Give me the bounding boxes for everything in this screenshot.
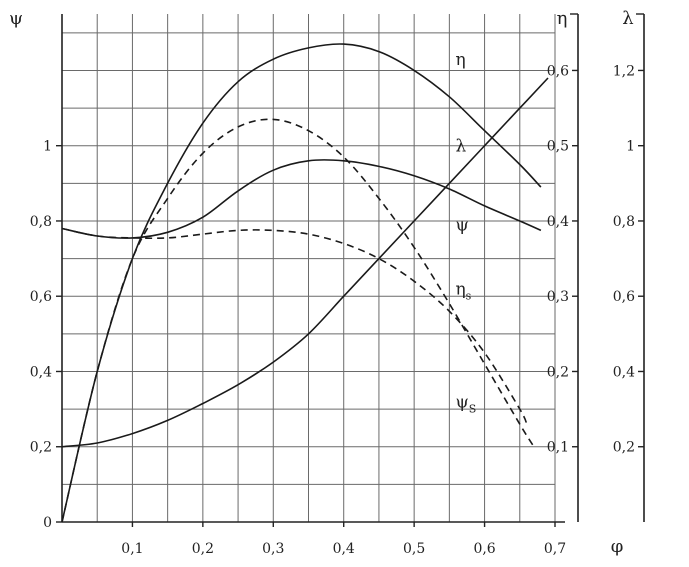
x-tick-label: 0,4 xyxy=(333,541,355,557)
series-psi-s-subscript: S xyxy=(469,403,477,416)
lambda-tick-label: 0,2 xyxy=(613,440,635,456)
axes: 0 0,2 0,4 0,6 0,8 1 ψ 0,1 0,2 0,3 0,4 0,5 0,6 0,7 φ η 0,… xyxy=(9,8,645,557)
x-tick-label: 0,7 xyxy=(544,541,566,557)
series-eta-s-line xyxy=(61,118,535,523)
series-eta-s-subscript: s xyxy=(466,290,472,303)
lambda-tick-label: 1,2 xyxy=(613,63,635,79)
x-tick-label: 0,2 xyxy=(192,541,214,557)
x-tick-label: 0,3 xyxy=(262,541,284,557)
eta-tick-label: 0,2 xyxy=(547,364,569,380)
eta-tick-label: 0,5 xyxy=(547,139,569,155)
psi-tick-label: 0,4 xyxy=(30,364,52,380)
series-eta-line xyxy=(61,43,542,523)
lambda-axis-title: λ xyxy=(622,8,633,29)
x-tick-label: 0,6 xyxy=(473,541,495,557)
series-eta-s-label: ηs xyxy=(455,280,471,303)
series-lambda-line xyxy=(61,77,549,448)
eta-tick-label: 0,3 xyxy=(547,289,569,305)
series-lambda-label: λ xyxy=(455,137,466,157)
eta-tick-label: 0,4 xyxy=(547,214,569,230)
psi-axis-title: ψ xyxy=(9,8,23,29)
series-psi-label: ψ xyxy=(455,216,468,236)
eta-axis-title: η xyxy=(557,8,568,29)
psi-tick-label: 0 xyxy=(43,515,52,531)
grid xyxy=(62,14,556,522)
x-tick-label: 0,5 xyxy=(403,541,425,557)
lambda-tick-label: 0,8 xyxy=(613,214,635,230)
eta-tick-label: 0,1 xyxy=(547,440,569,456)
x-axis-title: φ xyxy=(611,536,624,557)
eta-tick-label: 0,6 xyxy=(547,63,569,79)
psi-tick-label: 0,8 xyxy=(30,214,52,230)
lambda-tick-label: 0,4 xyxy=(613,364,635,380)
x-tick-label: 0,1 xyxy=(121,541,143,557)
psi-tick-label: 0,2 xyxy=(30,440,52,456)
lambda-tick-label: 0,6 xyxy=(613,289,635,305)
curves xyxy=(61,43,549,523)
series-psi-line xyxy=(61,159,542,239)
lambda-tick-label: 1 xyxy=(626,139,635,155)
series-psi-s-label: ψS xyxy=(455,393,476,416)
series-eta-label: η xyxy=(455,50,465,70)
psi-tick-label: 0,6 xyxy=(30,289,52,305)
psi-tick-label: 1 xyxy=(43,139,52,155)
